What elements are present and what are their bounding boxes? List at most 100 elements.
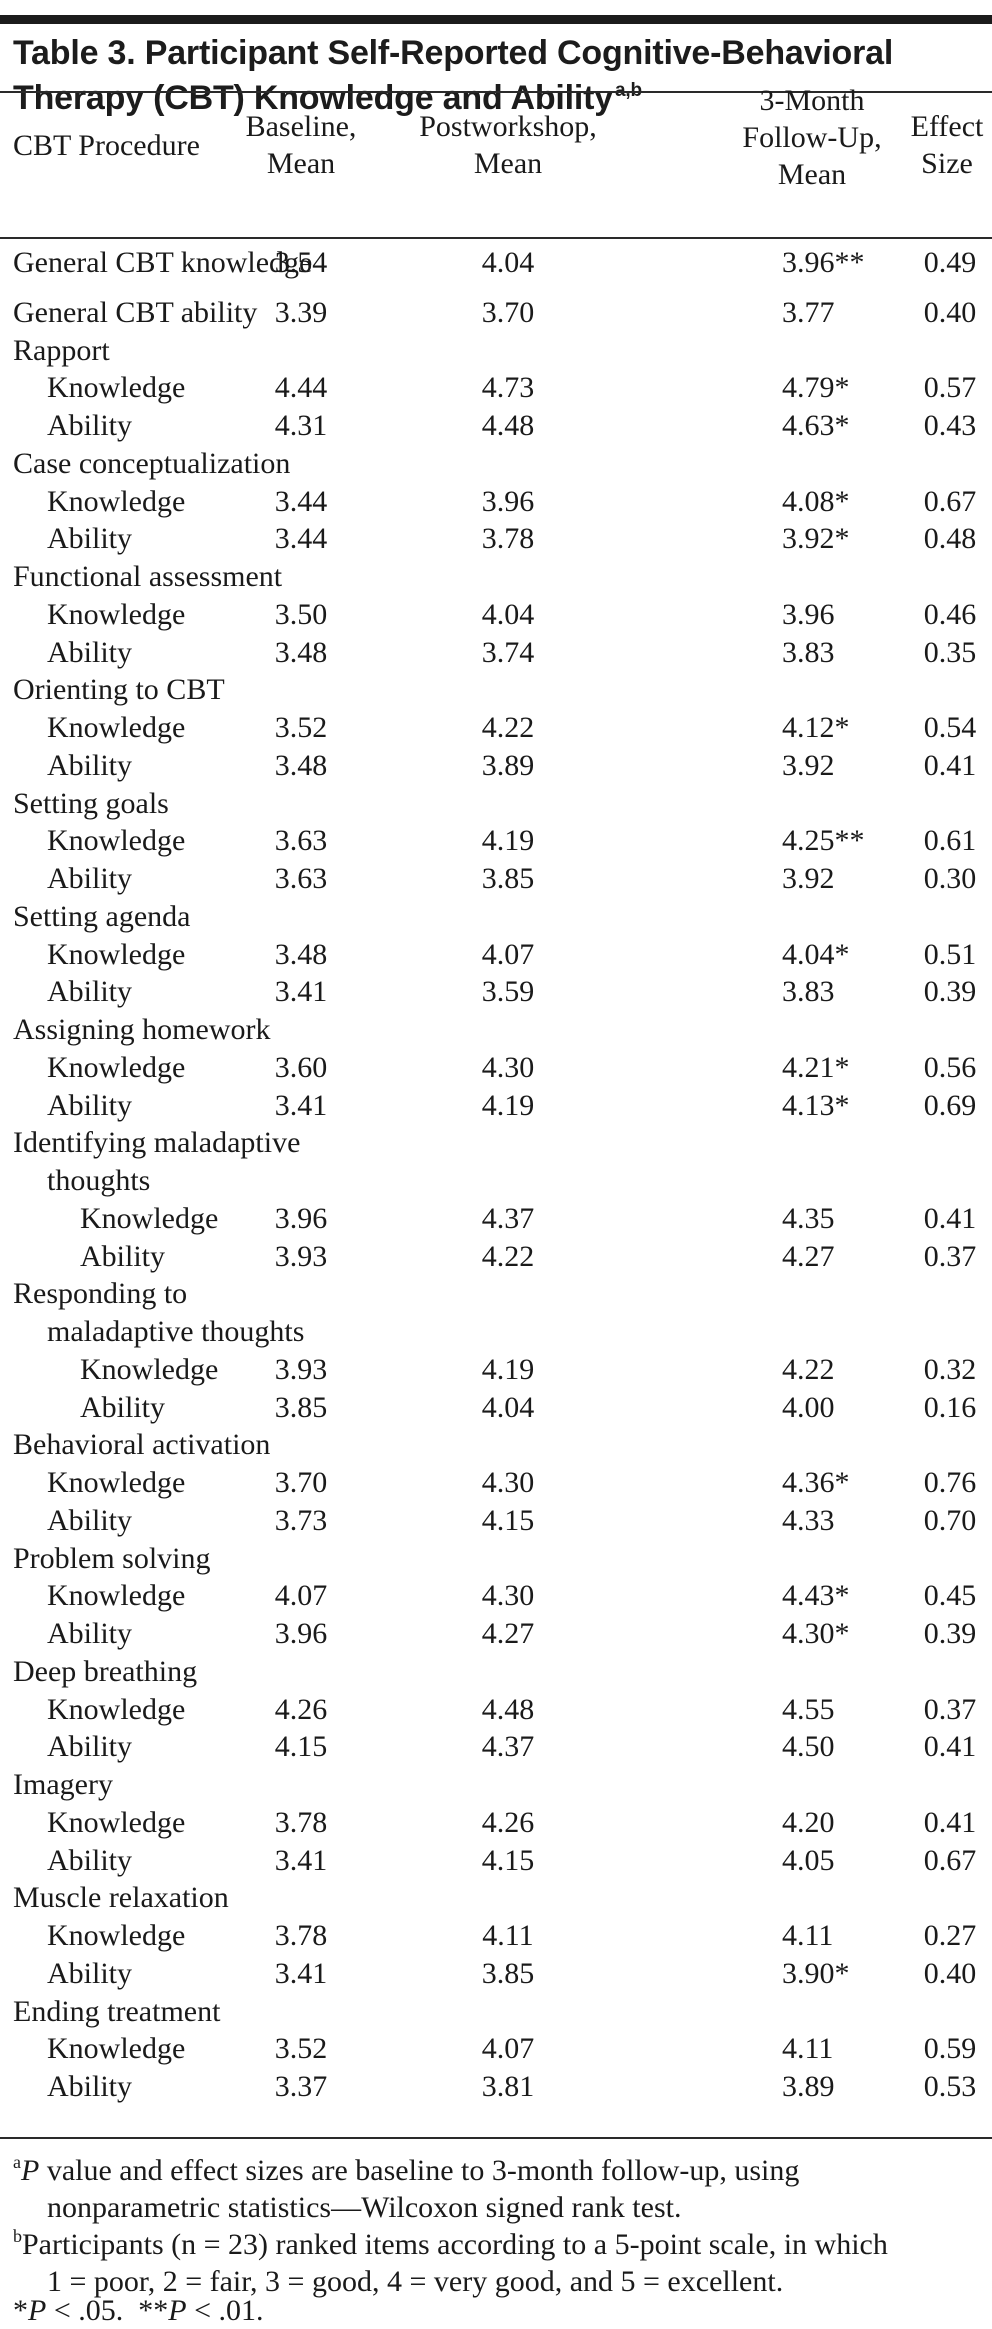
footnote-b-line1: Participants (n = 23) ranked items accor… (22, 2228, 888, 2261)
effect-size: 0.32 (923, 1352, 977, 1386)
followup-mean: 4.20 (782, 1805, 835, 1839)
followup-mean: 4.55 (782, 1692, 835, 1726)
followup-mean: 4.00 (782, 1390, 835, 1424)
row-label: Ability (80, 1390, 166, 1424)
baseline-mean: 3.96 (274, 1617, 328, 1650)
header-follow-up: 3-Month Follow-Up, Mean (730, 82, 894, 193)
baseline-mean: 4.44 (274, 371, 328, 405)
postworkshop-mean: 4.04 (481, 597, 535, 631)
followup-mean: 4.30* (782, 1617, 850, 1650)
followup-mean: 3.77 (782, 295, 835, 329)
table-title-text: Table 3. Participant Self-Reported Cogni… (13, 34, 894, 117)
postworkshop-mean: 4.30 (481, 1050, 535, 1084)
followup-mean: 4.04* (782, 937, 850, 971)
followup-mean: 4.36* (782, 1466, 850, 1499)
row-label: Ability (47, 522, 133, 556)
followup-mean: 3.92* (782, 522, 850, 556)
header-effect-size: Effect Size (902, 108, 992, 182)
baseline-mean: 3.93 (274, 1239, 328, 1273)
top-thick-rule (0, 15, 992, 24)
header-follow-line3: Mean (777, 158, 847, 191)
effect-size: 0.39 (923, 975, 977, 1009)
postworkshop-mean: 3.96 (481, 484, 535, 518)
postworkshop-mean: 4.07 (481, 2032, 535, 2066)
followup-mean: 3.83 (782, 635, 835, 669)
effect-size: 0.56 (923, 1050, 977, 1084)
row-label: General CBT knowledge (13, 246, 313, 279)
baseline-mean: 3.48 (274, 748, 328, 782)
row-label: Knowledge (47, 1050, 186, 1084)
baseline-mean: 4.26 (274, 1692, 328, 1726)
effect-size: 0.27 (923, 1919, 977, 1952)
effect-size: 0.35 (923, 635, 977, 669)
row-label: Case conceptualization (13, 446, 291, 480)
baseline-mean: 3.50 (274, 597, 328, 631)
row-label: Ability (80, 1239, 166, 1273)
header-post-line2: Mean (473, 147, 543, 180)
postworkshop-mean: 4.19 (481, 1352, 535, 1386)
row-label: Knowledge (47, 1805, 186, 1839)
baseline-mean: 3.78 (274, 1919, 328, 1952)
postworkshop-mean: 3.74 (481, 635, 535, 669)
effect-size: 0.53 (923, 2070, 977, 2103)
effect-size: 0.41 (923, 1730, 977, 1764)
baseline-mean: 3.60 (274, 1050, 328, 1084)
row-label: Rapport (13, 333, 110, 367)
row-label: Knowledge (47, 484, 186, 518)
row-label: Assigning homework (13, 1013, 271, 1046)
header-bottom-rule (0, 237, 992, 239)
header-procedure: CBT Procedure (13, 129, 200, 162)
followup-mean: 4.22 (782, 1352, 835, 1386)
baseline-mean: 3.52 (274, 2032, 328, 2066)
sig-star2: ** (138, 2294, 169, 2327)
effect-size: 0.41 (923, 748, 977, 782)
effect-size: 0.41 (923, 1805, 977, 1839)
baseline-mean: 3.63 (274, 824, 328, 858)
footnote-a-line1: value and effect sizes are baseline to 3… (39, 2154, 800, 2187)
baseline-mean: 3.70 (274, 1466, 328, 1499)
effect-size: 0.43 (923, 409, 977, 442)
followup-mean: 3.92 (782, 748, 835, 782)
followup-mean: 4.35 (782, 1201, 835, 1235)
row-label: Knowledge (47, 824, 186, 858)
effect-size: 0.76 (923, 1466, 977, 1499)
effect-size: 0.48 (923, 522, 977, 556)
row-label: Muscle relaxation (13, 1881, 229, 1915)
followup-mean: 3.83 (782, 975, 835, 1009)
baseline-mean: 3.54 (274, 246, 328, 279)
row-label: Knowledge (47, 711, 186, 744)
sig-text2: < .01. (186, 2294, 264, 2327)
postworkshop-mean: 3.78 (481, 522, 535, 556)
row-label: Knowledge (80, 1201, 219, 1235)
baseline-mean: 3.37 (274, 2070, 328, 2103)
postworkshop-mean: 4.04 (481, 1390, 535, 1424)
header-post-line1: Postworkshop, (419, 110, 597, 143)
effect-size: 0.40 (923, 295, 977, 329)
row-label: Problem solving (13, 1541, 211, 1575)
effect-size: 0.39 (923, 1617, 977, 1650)
row-label: Knowledge (80, 1352, 219, 1386)
row-label: Setting goals (13, 786, 169, 820)
followup-mean: 4.63* (782, 409, 850, 442)
row-label: Ability (47, 1843, 133, 1877)
postworkshop-mean: 4.37 (481, 1201, 535, 1235)
row-label: Functional assessment (13, 560, 283, 593)
table-title-footnote-marker: a,b (615, 80, 642, 101)
row-label: General CBT ability (13, 295, 258, 329)
row-label: thoughts (47, 1164, 151, 1197)
postworkshop-mean: 4.15 (481, 1503, 535, 1537)
followup-mean: 4.12* (782, 711, 850, 744)
footnote-a-p: P (21, 2154, 40, 2187)
table-bottom-rule (0, 2137, 992, 2139)
postworkshop-mean: 4.22 (481, 1239, 535, 1273)
baseline-mean: 3.52 (274, 711, 328, 744)
footnote-significance: *P < .05. **P < .01. (13, 2292, 985, 2329)
header-follow-line1: 3-Month (759, 84, 865, 117)
postworkshop-mean: 3.85 (481, 862, 535, 895)
baseline-mean: 3.44 (274, 522, 328, 556)
row-label: Deep breathing (13, 1654, 198, 1688)
baseline-mean: 3.41 (274, 1843, 328, 1877)
sig-star1: * (13, 2294, 28, 2327)
postworkshop-mean: 4.30 (481, 1579, 535, 1613)
row-label: Knowledge (47, 2032, 186, 2066)
